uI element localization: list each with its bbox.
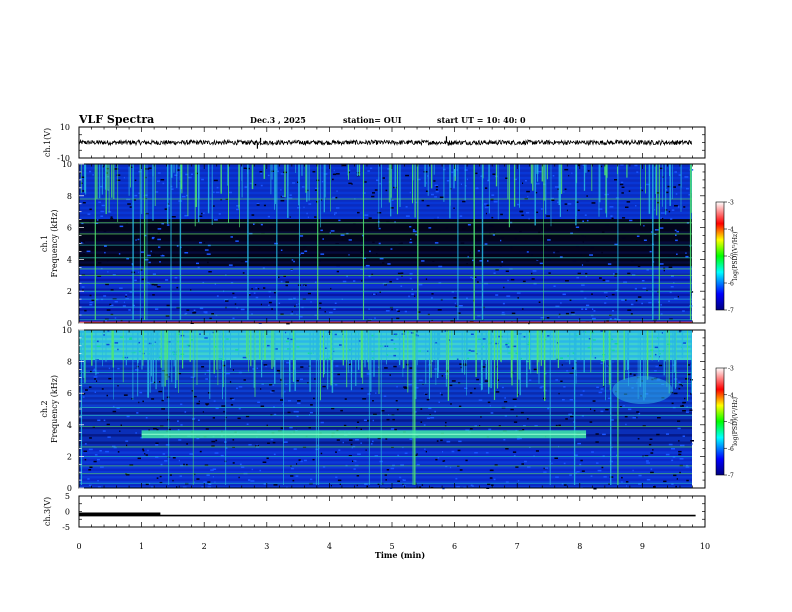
ch1-spectrogram-ytick-8: 8 bbox=[67, 192, 72, 201]
ch2-spectrogram-cb-tick-2: -5 bbox=[728, 419, 734, 426]
ch1-spectrogram-ylabel-freq: Frequency (kHz) bbox=[50, 209, 59, 277]
ch1-spectrogram-cb-tick-0: -3 bbox=[728, 200, 734, 207]
chart-title: VLF Spectra bbox=[79, 113, 155, 126]
xaxis-label: Time (min) bbox=[375, 550, 425, 560]
ch1-spectrogram-image bbox=[79, 164, 694, 325]
ch3-ylabel: ch.3(V) bbox=[43, 497, 52, 526]
ch3-ytick-1: 0 bbox=[65, 508, 70, 517]
ch1-spectrogram-cb-label: log(PSD)(V²/Hz) bbox=[732, 232, 739, 281]
xtick-1: 1 bbox=[139, 542, 144, 551]
ch2-spectrogram-colorbar bbox=[715, 367, 725, 476]
ch1-spectrogram-ytick-0: 0 bbox=[67, 319, 72, 328]
xtick-10: 10 bbox=[700, 542, 710, 551]
ch1-spectrogram-ytick-10: 10 bbox=[62, 160, 72, 169]
ch1-ytick-bottom: -10 bbox=[57, 154, 70, 163]
ch2-spectrogram-ylabel-channel: ch.2 bbox=[40, 400, 49, 417]
ch3-ytick-2: -5 bbox=[62, 523, 70, 532]
ch1-spectrogram-ytick-2: 2 bbox=[67, 287, 72, 296]
xtick-6: 6 bbox=[452, 542, 457, 551]
ch1-spectrogram-cb-tick-1: -4 bbox=[728, 227, 734, 234]
ch2-spectrogram-ytick-4: 4 bbox=[67, 421, 72, 430]
ch2-spectrogram-cb-tick-4: -7 bbox=[728, 473, 734, 480]
ch1-spectrogram-cb-tick-3: -6 bbox=[728, 281, 734, 288]
ch1-spectrogram-cb-tick-2: -5 bbox=[728, 254, 734, 261]
ch1-spectrogram-ytick-4: 4 bbox=[67, 255, 72, 264]
station-label: station= OUI bbox=[343, 115, 402, 125]
ch2-spectrogram-ytick-8: 8 bbox=[67, 358, 72, 367]
ch1-spectrogram-ylabel-channel: ch.1 bbox=[40, 235, 49, 252]
ch2-spectrogram-cb-label: log(PSD)(V²/Hz) bbox=[732, 397, 739, 446]
ch2-spectrogram-cb-tick-1: -4 bbox=[728, 392, 734, 399]
ch1-ylabel: ch.1(V) bbox=[43, 128, 52, 157]
ch2-patch bbox=[612, 376, 673, 405]
ch1-spectrogram-colorbar bbox=[715, 201, 725, 311]
xtick-5: 5 bbox=[389, 542, 394, 551]
ch2-spectrogram-ytick-0: 0 bbox=[67, 484, 72, 493]
ch2-spectrogram-cb-tick-3: -6 bbox=[728, 446, 734, 453]
xtick-7: 7 bbox=[515, 542, 520, 551]
xtick-2: 2 bbox=[202, 542, 207, 551]
ch2-spectrogram-ylabel-freq: Frequency (kHz) bbox=[50, 375, 59, 443]
start-time-label: start UT = 10: 40: 0 bbox=[437, 115, 526, 125]
ch2-spectrogram-ytick-10: 10 bbox=[62, 326, 72, 335]
xtick-3: 3 bbox=[264, 542, 269, 551]
ch2-spectrogram-ytick-2: 2 bbox=[67, 452, 72, 461]
ch1-ytick-top: 10 bbox=[60, 123, 70, 132]
xtick-4: 4 bbox=[327, 542, 332, 551]
ch2-spectrogram-ytick-6: 6 bbox=[67, 389, 72, 398]
xtick-8: 8 bbox=[577, 542, 582, 551]
date-label: Dec.3 , 2025 bbox=[250, 115, 306, 125]
xtick-9: 9 bbox=[640, 542, 645, 551]
ch1-spectrogram-ytick-6: 6 bbox=[67, 224, 72, 233]
ch2-spectrogram-cb-tick-0: -3 bbox=[728, 366, 734, 373]
ch2-spectrogram-image bbox=[79, 330, 694, 490]
xtick-0: 0 bbox=[76, 542, 81, 551]
ch3-ytick-0: 5 bbox=[65, 492, 70, 501]
ch1-spectrogram-cb-tick-4: -7 bbox=[728, 308, 734, 315]
ch1-trace bbox=[78, 138, 693, 147]
